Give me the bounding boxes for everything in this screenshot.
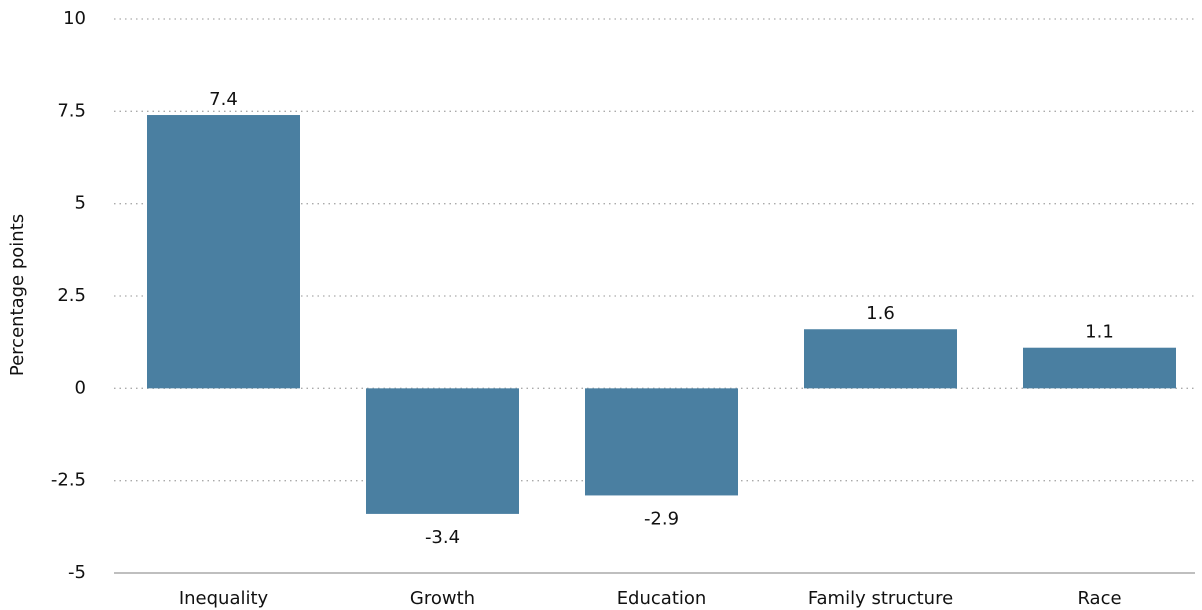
data-label: -3.4 — [425, 527, 460, 548]
data-label: -2.9 — [644, 508, 679, 529]
y-tick-label: 2.5 — [57, 285, 86, 306]
y-tick-label: 10 — [63, 8, 86, 29]
x-tick-label: Race — [1077, 588, 1121, 609]
x-tick-label: Education — [617, 588, 707, 609]
x-tick-label: Growth — [410, 588, 475, 609]
data-label: 1.1 — [1085, 322, 1114, 343]
bar — [585, 388, 738, 496]
y-tick-label: 0 — [75, 377, 86, 398]
x-tick-label: Inequality — [179, 588, 269, 609]
bar — [147, 115, 300, 389]
bar — [366, 388, 519, 514]
y-axis-label: Percentage points — [7, 214, 28, 376]
y-tick-label: 7.5 — [57, 100, 86, 121]
y-tick-label: -2.5 — [51, 470, 86, 491]
bar — [1023, 347, 1176, 389]
data-label: 1.6 — [866, 303, 895, 324]
bar — [804, 329, 957, 389]
data-label: 7.4 — [209, 89, 238, 110]
x-tick-label: Family structure — [808, 588, 953, 609]
y-tick-label: -5 — [68, 562, 86, 583]
y-tick-label: 5 — [75, 193, 86, 214]
